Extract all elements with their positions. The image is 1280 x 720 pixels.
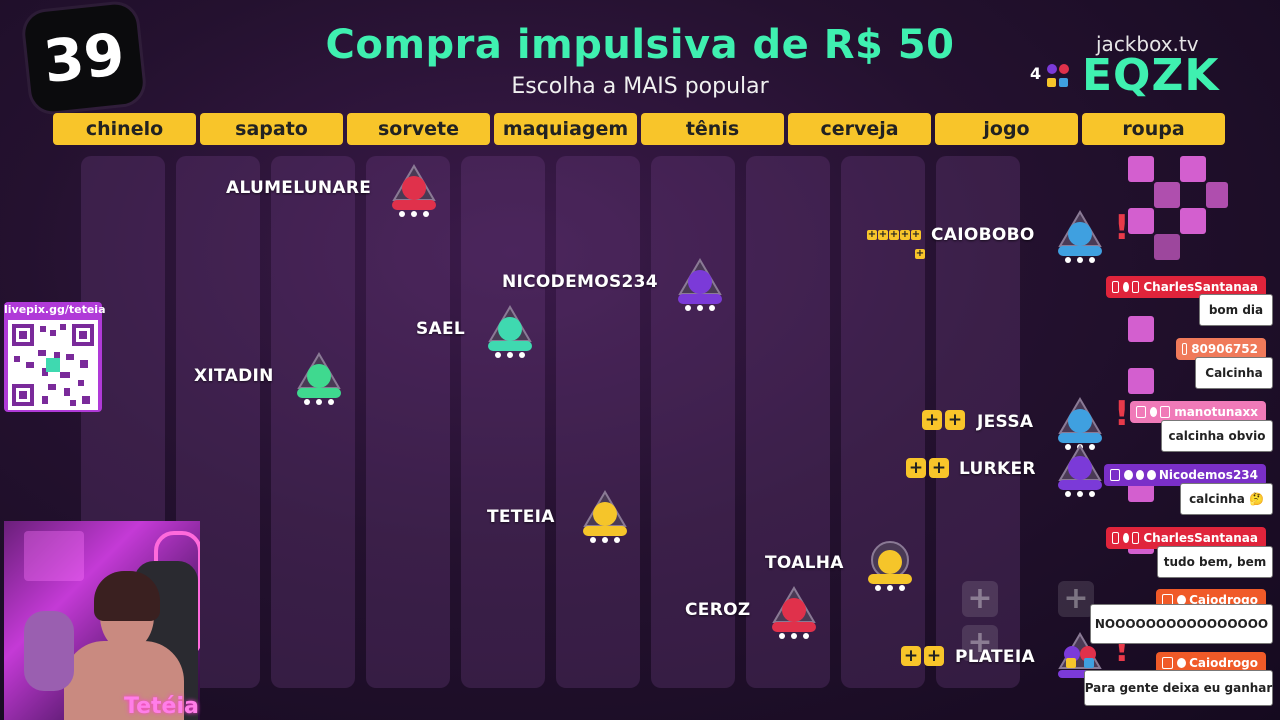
player-name: CAIOBOBO: [931, 225, 1035, 245]
alert-icon: !: [1114, 208, 1130, 248]
lane-5: [461, 156, 545, 688]
bonus-plus-markers: + +: [906, 458, 952, 478]
players-count: 4: [1030, 64, 1042, 83]
jackbox-site: jackbox.tv: [1096, 32, 1199, 56]
empty-slot-plus-icon: +: [962, 581, 998, 617]
prompt-subtitle: Escolha a MAIS popular: [511, 74, 769, 99]
chat-message: calcinha obvio: [1161, 420, 1273, 452]
player-avatar-icon: [583, 490, 627, 543]
category-roupa: roupa: [1082, 113, 1225, 145]
chat-username: CharlesSantanaa: [1106, 276, 1266, 298]
lane-3: [271, 156, 355, 688]
chat-username: 80906752: [1176, 338, 1266, 360]
player-name: SAEL: [416, 319, 466, 339]
chat-message: Para gente deixa eu ganhar: [1084, 670, 1273, 706]
player-name: TETEIA: [487, 507, 555, 527]
players-dice-icon: [1047, 64, 1069, 87]
player-avatar-icon: [1058, 210, 1102, 263]
player-name: TOALHA: [765, 553, 844, 573]
category-cerveja: cerveja: [788, 113, 931, 145]
prompt-title: Compra impulsiva de R$ 50: [325, 22, 955, 68]
chat-username-text: manotunaxx: [1174, 405, 1258, 419]
bonus-plus-markers: + +: [901, 646, 947, 666]
chat-message: Calcinha: [1195, 357, 1273, 389]
category-maquiagem: maquiagem: [494, 113, 637, 145]
chat-username-text: CharlesSantanaa: [1143, 531, 1258, 545]
player-avatar-icon: [488, 305, 532, 358]
player-avatar-icon: [868, 541, 912, 591]
empty-slot-plus-icon: +: [962, 625, 998, 661]
webcam-feed: [4, 521, 200, 720]
bonus-plus-markers: + +: [922, 410, 968, 430]
room-code: EQZK: [1082, 50, 1220, 101]
category-jogo: jogo: [935, 113, 1078, 145]
player-name: PLATEIA: [955, 647, 1035, 667]
chat-username: manotunaxx: [1130, 401, 1266, 423]
player-name: CEROZ: [685, 600, 751, 620]
chat-username: Caiodrogo: [1156, 652, 1266, 674]
chat-username: Nicodemos234: [1104, 464, 1266, 486]
player-name: LURKER: [959, 459, 1036, 479]
lane-6: [556, 156, 640, 688]
player-name: JESSA: [977, 412, 1034, 432]
player-avatar-icon: [772, 586, 816, 639]
empty-slot-plus-icon: +: [1058, 581, 1094, 617]
chat-username-text: Nicodemos234: [1158, 468, 1258, 482]
player-avatar-icon: [678, 258, 722, 311]
lane-4: [366, 156, 450, 688]
player-name: ALUMELUNARE: [226, 178, 372, 198]
qr-label: livepix.gg/teteia: [4, 303, 106, 316]
streamer-name: Tetéia: [124, 694, 199, 719]
chat-message: tudo bem, bem: [1157, 546, 1273, 578]
chat-username-text: Caiodrogo: [1189, 656, 1258, 670]
qr-code-icon: [8, 320, 98, 410]
chat-username-text: Caiodrogo: [1189, 593, 1258, 607]
lane-9: [841, 156, 925, 688]
category-sapato: sapato: [200, 113, 343, 145]
category-tenis: tênis: [641, 113, 784, 145]
category-chinelo: chinelo: [53, 113, 196, 145]
lane-7: [651, 156, 735, 688]
chat-username-text: 80906752: [1191, 342, 1258, 356]
chat-message: calcinha 🤔: [1180, 483, 1273, 515]
chat-message: NOOOOOOOOOOOOOOOO: [1090, 604, 1273, 644]
player-avatar-icon: [392, 164, 436, 217]
alert-icon: !: [1114, 394, 1130, 434]
player-name: NICODEMOS234: [502, 272, 658, 292]
chat-username-text: CharlesSantanaa: [1143, 280, 1258, 294]
category-sorvete: sorvete: [347, 113, 490, 145]
chat-username: CharlesSantanaa: [1106, 527, 1266, 549]
player-avatar-icon: [297, 352, 341, 405]
player-name: XITADIN: [194, 366, 274, 386]
bonus-plus-markers: + + + + + +: [867, 229, 925, 259]
player-avatar-icon: [1058, 444, 1102, 497]
chat-message: bom dia: [1199, 294, 1273, 326]
